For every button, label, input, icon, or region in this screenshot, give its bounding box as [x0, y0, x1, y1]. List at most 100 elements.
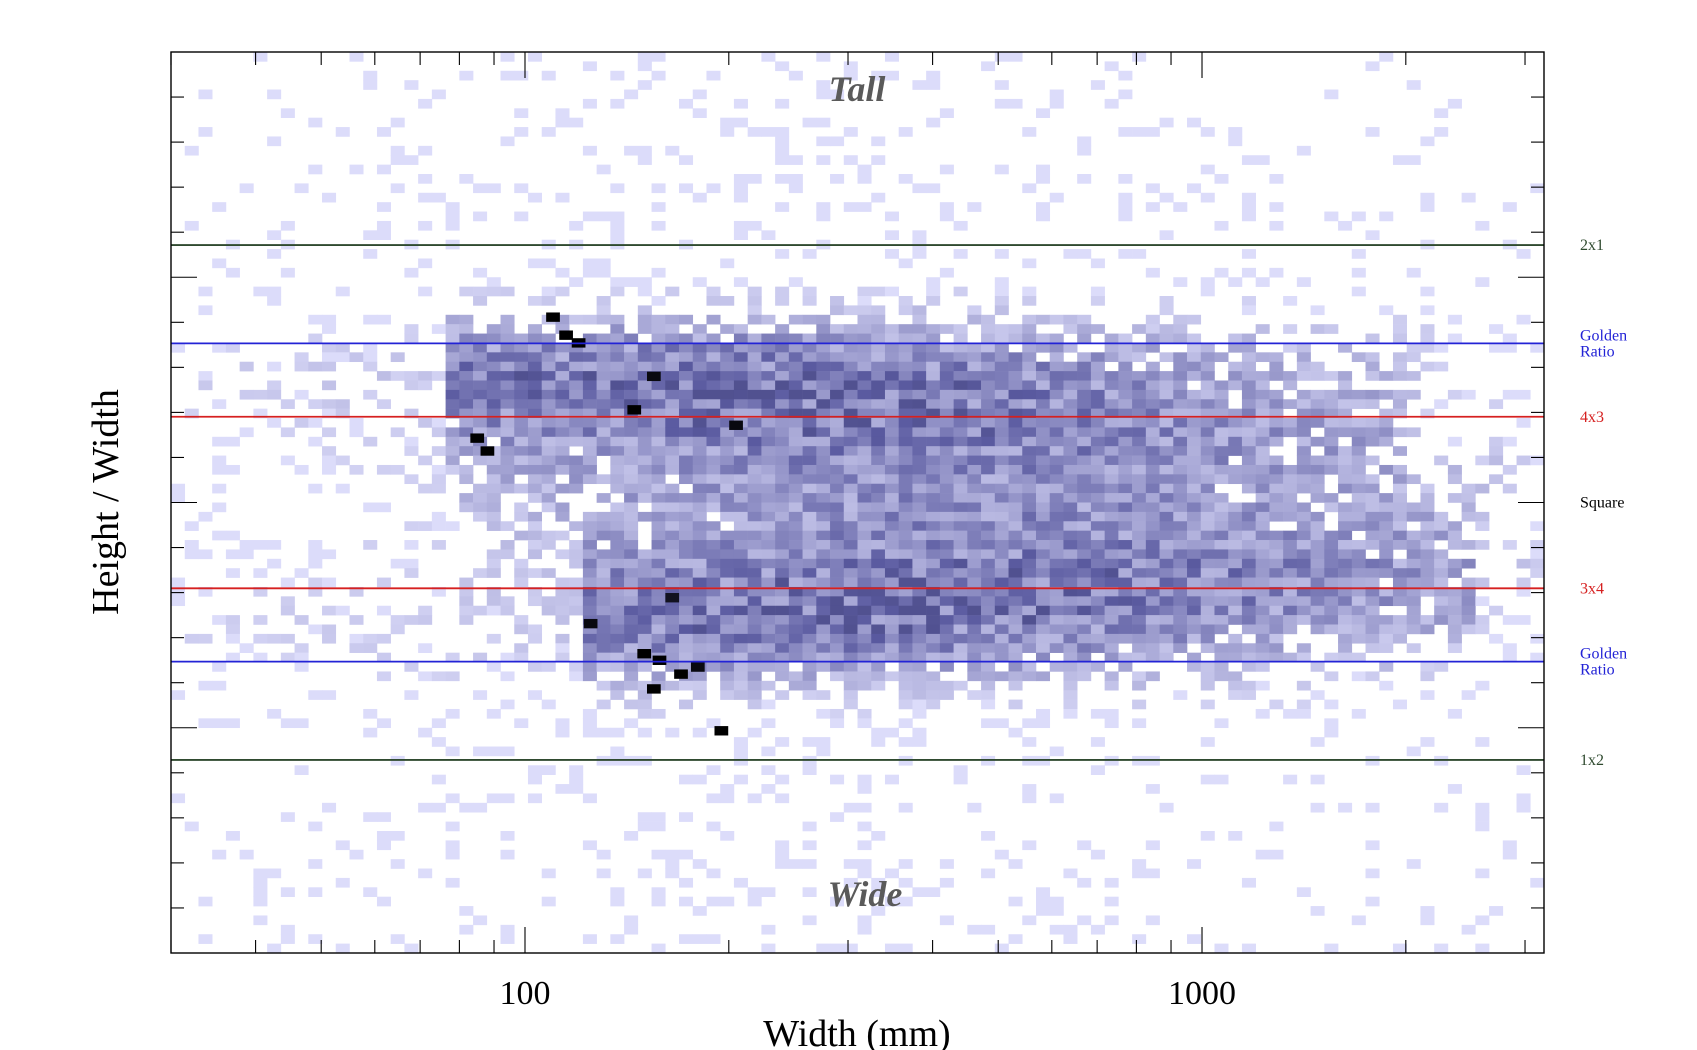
heatmap-cell	[582, 727, 597, 738]
heatmap-cell	[1063, 324, 1078, 334]
heatmap-cell	[898, 436, 913, 447]
heatmap-cell	[692, 615, 707, 625]
heatmap-cell	[706, 380, 721, 391]
heatmap-cell	[1022, 718, 1037, 729]
heatmap-cell	[1241, 249, 1256, 259]
heatmap-cell	[212, 662, 227, 672]
heatmap-cell	[294, 464, 309, 475]
heatmap-cell	[994, 399, 1009, 409]
heatmap-cell	[1338, 802, 1353, 813]
heatmap-cell	[1406, 155, 1421, 165]
heatmap-cell	[225, 615, 240, 625]
heatmap-cell	[1489, 906, 1504, 916]
heatmap-cell	[1118, 70, 1133, 81]
heatmap-cell	[404, 690, 419, 700]
heatmap-cell	[953, 399, 968, 409]
heatmap-cell	[1406, 615, 1421, 625]
heatmap-cell	[404, 80, 419, 90]
heatmap-cell	[1049, 371, 1064, 381]
heatmap-cell	[459, 615, 474, 625]
heatmap-cell	[665, 502, 680, 513]
heatmap-cell	[775, 380, 790, 391]
heatmap-cell	[1173, 324, 1188, 334]
heatmap-cell	[857, 305, 872, 316]
heatmap-cell	[830, 643, 845, 653]
heatmap-cell	[775, 361, 790, 372]
heatmap-cell	[1159, 483, 1174, 494]
heatmap-cell	[500, 389, 515, 400]
heatmap-cell	[1241, 427, 1256, 438]
heatmap-cell	[1434, 342, 1449, 353]
heatmap-cell	[967, 446, 982, 456]
heatmap-cell	[637, 708, 652, 719]
heatmap-cell	[679, 530, 694, 541]
heatmap-cell	[445, 793, 460, 804]
heatmap-cell	[1255, 849, 1270, 860]
heatmap-cell	[967, 305, 982, 316]
heatmap-cell	[857, 314, 872, 325]
heatmap-cell	[1214, 511, 1229, 522]
heatmap-cell	[1063, 868, 1078, 879]
heatmap-cell	[1022, 446, 1037, 456]
heatmap-cell	[1104, 530, 1119, 541]
heatmap-cell	[1296, 352, 1311, 363]
heatmap-cell	[1228, 633, 1243, 644]
heatmap-cell	[527, 624, 543, 635]
heatmap-cell	[1200, 549, 1215, 560]
heatmap-cell	[637, 371, 652, 381]
heatmap-cell	[898, 586, 913, 597]
heatmap-cell	[1379, 408, 1394, 419]
heatmap-cell	[1077, 314, 1092, 325]
heatmap-cell	[692, 361, 707, 372]
heatmap-cell	[706, 540, 721, 550]
heatmap-cell	[1228, 427, 1243, 438]
heatmap-cell	[706, 615, 721, 625]
heatmap-cell	[390, 183, 405, 194]
heatmap-cell	[322, 399, 337, 409]
heatmap-cell	[363, 230, 378, 241]
heatmap-cell	[953, 596, 968, 607]
heatmap-cell	[1310, 906, 1325, 916]
heatmap-cell	[857, 596, 872, 607]
heatmap-cell	[884, 324, 899, 334]
heatmap-cell	[679, 371, 694, 381]
heatmap-cell	[802, 502, 817, 513]
heatmap-cell	[1351, 586, 1366, 597]
heatmap-cell	[500, 699, 515, 710]
heatmap-cell	[294, 183, 309, 194]
heatmap-cell	[1379, 464, 1394, 475]
heatmap-cell	[857, 680, 872, 691]
heatmap-cell	[1502, 483, 1517, 494]
heatmap-cell	[651, 296, 666, 306]
heatmap-cell	[1200, 342, 1215, 353]
heatmap-cell	[747, 605, 762, 616]
heatmap-cell	[679, 849, 694, 860]
heatmap-cell	[308, 117, 323, 128]
heatmap-cell	[1159, 549, 1174, 560]
heatmap-cell	[637, 690, 652, 700]
heatmap-cell	[747, 615, 762, 625]
heatmap-cell	[1022, 258, 1037, 269]
heatmap-cell	[541, 427, 556, 438]
heatmap-cell	[1228, 342, 1243, 353]
heatmap-cell	[514, 361, 529, 372]
heatmap-cell	[898, 408, 913, 419]
heatmap-cell	[830, 333, 845, 344]
heatmap-cell	[1351, 671, 1366, 682]
heatmap-cell	[775, 774, 790, 785]
heatmap-cell	[1502, 333, 1517, 344]
heatmap-cell	[816, 662, 831, 672]
heatmap-cell	[473, 483, 488, 494]
heatmap-cell	[1365, 540, 1380, 550]
heatmap-cell	[624, 643, 639, 653]
heatmap-cell	[582, 511, 597, 522]
heatmap-cell	[1022, 511, 1037, 522]
heatmap-cell	[788, 511, 803, 522]
heatmap-cell	[679, 521, 694, 531]
heatmap-cell	[280, 455, 295, 466]
heatmap-cell	[857, 652, 872, 663]
heatmap-cell	[1132, 615, 1147, 625]
heatmap-cell	[1324, 89, 1339, 100]
heatmap-cell	[651, 389, 666, 400]
heatmap-cell	[761, 427, 776, 438]
